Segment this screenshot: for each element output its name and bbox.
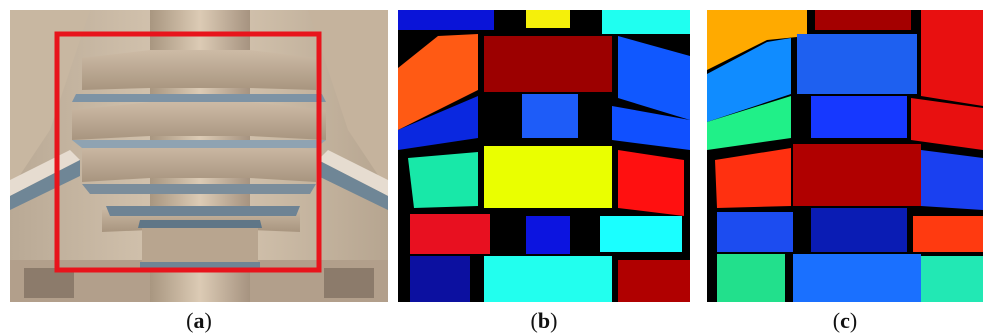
seg-region <box>797 34 917 94</box>
block-row-1 <box>82 50 316 90</box>
highlight-box <box>54 31 322 273</box>
seg-region <box>707 96 791 150</box>
seg-region <box>717 254 785 302</box>
seg-region <box>484 36 612 92</box>
seg-region <box>526 10 570 28</box>
panel-label-a: (a) <box>186 308 212 333</box>
seg-region <box>484 256 612 302</box>
seg-region <box>921 256 983 302</box>
panel-label-b: (b) <box>530 308 558 333</box>
segmentation-panel-c <box>707 10 983 302</box>
segmentation-map-c <box>707 10 983 302</box>
seg-region <box>398 10 494 30</box>
seam-5 <box>138 220 262 228</box>
seam-4 <box>106 206 300 216</box>
seg-region <box>793 144 921 206</box>
seg-region <box>484 146 612 208</box>
seam-1 <box>72 94 326 102</box>
seg-region <box>612 106 690 150</box>
seg-region <box>526 216 570 254</box>
seg-region <box>618 260 690 302</box>
seg-region <box>707 10 807 70</box>
seg-region <box>811 96 907 138</box>
seam-6 <box>140 262 260 270</box>
right-cornice-shadow <box>318 160 388 210</box>
seg-region <box>811 208 907 252</box>
stone-column-photo <box>10 10 388 302</box>
right-vault <box>308 10 388 190</box>
seg-region <box>600 216 682 252</box>
block-row-2 <box>72 102 326 140</box>
right-niche <box>324 268 374 298</box>
segmentation-map-b <box>398 10 690 302</box>
seg-region <box>815 10 911 30</box>
left-niche <box>24 268 74 298</box>
block-row-3 <box>82 144 316 182</box>
seg-region <box>618 150 684 216</box>
seg-region <box>410 256 470 302</box>
block-row-5 <box>142 220 258 262</box>
photo-panel-a <box>10 10 388 302</box>
seg-region <box>398 96 478 150</box>
seg-region <box>602 10 690 34</box>
seg-region <box>707 38 791 122</box>
panel-label-c: (c) <box>832 308 858 333</box>
seam-3 <box>82 184 316 194</box>
seg-region <box>911 98 983 150</box>
segmentation-panel-b <box>398 10 690 302</box>
left-cornice-shadow <box>10 160 80 210</box>
seg-region <box>913 216 983 252</box>
seam-2 <box>72 140 326 148</box>
left-vault <box>10 10 90 190</box>
right-cornice <box>318 150 388 196</box>
seg-region <box>921 10 983 106</box>
seg-region <box>715 148 791 208</box>
seg-region <box>398 34 478 130</box>
left-cornice <box>10 150 80 196</box>
seg-region <box>408 152 478 208</box>
seg-region <box>410 214 490 254</box>
seg-region <box>921 150 983 210</box>
seg-region <box>793 254 921 302</box>
seg-region <box>717 212 793 252</box>
seg-region <box>618 36 690 120</box>
seg-region <box>522 94 578 138</box>
